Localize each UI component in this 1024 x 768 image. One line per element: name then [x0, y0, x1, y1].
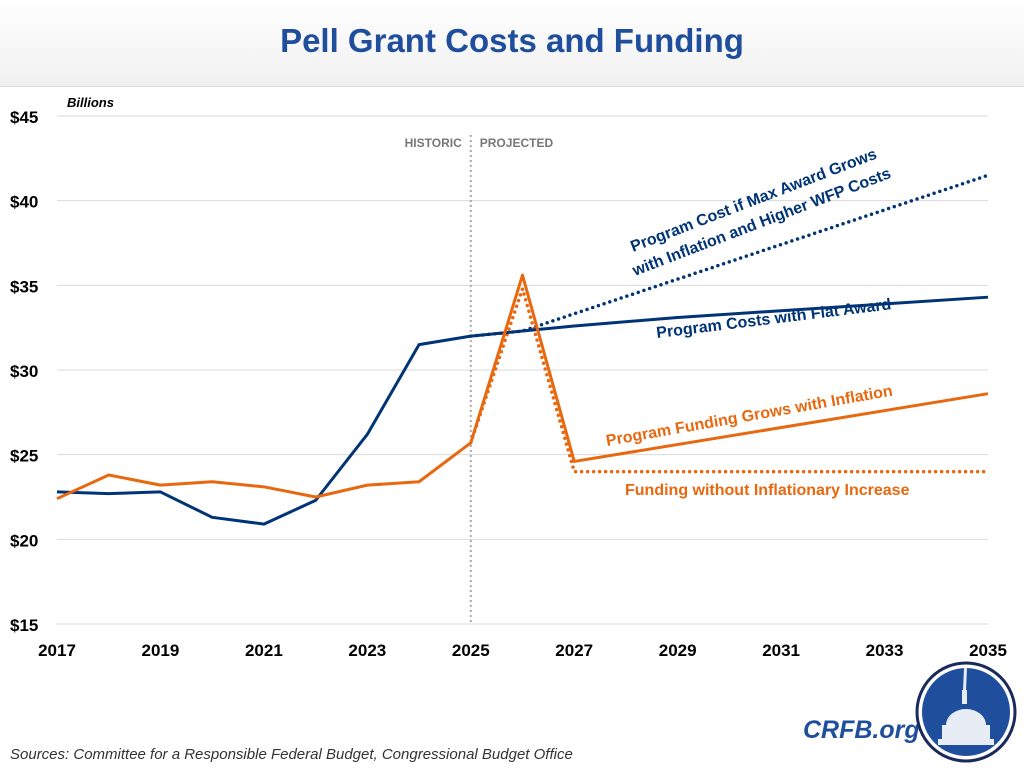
brand-link[interactable]: CRFB.org — [803, 716, 920, 744]
historic-label: HISTORIC — [405, 136, 462, 150]
series-line-1 — [469, 173, 990, 338]
x-tick-label: 2029 — [659, 641, 697, 660]
x-tick-label: 2025 — [452, 641, 490, 660]
series-line-3 — [469, 286, 990, 474]
series-label-funding-flat: Funding without Inflationary Increase — [625, 482, 910, 499]
x-tick-label: 2021 — [245, 641, 283, 660]
y-tick-label: $45 — [10, 108, 38, 127]
x-tick-label: 2019 — [142, 641, 180, 660]
series-label-max-award-line2: with Inflation and Higher WFP Costs — [629, 165, 893, 280]
x-tick-label: 2023 — [348, 641, 386, 660]
x-tick-label: 2035 — [969, 641, 1007, 660]
y-tick-label: $30 — [10, 362, 38, 381]
sources-note: Sources: Committee for a Responsible Fed… — [10, 746, 573, 763]
y-tick-label: $25 — [10, 447, 38, 466]
series-line-0 — [56, 295, 989, 526]
series-line-2 — [56, 273, 989, 501]
y-tick-label: $40 — [10, 193, 38, 212]
projected-label: PROJECTED — [480, 136, 554, 150]
series-label-flat-award: Program Costs with Flat Award — [655, 296, 892, 342]
y-tick-label: $20 — [10, 531, 38, 550]
x-tick-label: 2027 — [555, 641, 593, 660]
y-axis-label: Billions — [67, 95, 114, 110]
x-tick-label: 2033 — [866, 641, 904, 660]
y-tick-label: $15 — [10, 616, 38, 635]
x-tick-label: 2031 — [762, 641, 800, 660]
x-tick-label: 2017 — [38, 641, 76, 660]
page-title: Pell Grant Costs and Funding — [280, 22, 744, 59]
header-band — [0, 0, 1024, 87]
y-tick-label: $35 — [10, 277, 38, 296]
